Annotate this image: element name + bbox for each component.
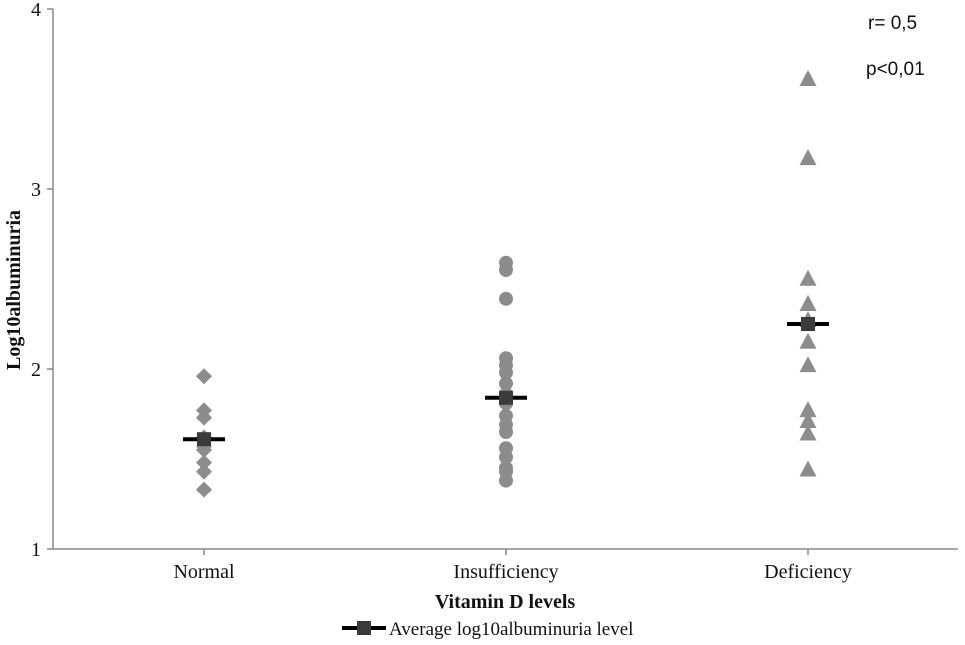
x-axis-title: Vitamin D levels bbox=[435, 591, 576, 613]
data-point-deficiency bbox=[799, 294, 817, 311]
data-point-insufficiency bbox=[499, 450, 513, 465]
data-point-insufficiency bbox=[499, 376, 513, 391]
data-point-deficiency bbox=[799, 149, 817, 166]
x-tick-label: Normal bbox=[173, 561, 235, 583]
data-point-insufficiency bbox=[499, 473, 513, 488]
data-points bbox=[196, 69, 817, 498]
data-point-deficiency bbox=[799, 332, 817, 349]
data-point-deficiency bbox=[799, 356, 817, 373]
x-tick-label: Insufficiency bbox=[453, 561, 558, 583]
legend-label: Average log10albuminuria level bbox=[389, 619, 633, 640]
data-point-normal bbox=[196, 481, 212, 498]
stat-r-annotation: r= 0,5 bbox=[868, 13, 917, 34]
y-tick-label: 2 bbox=[31, 359, 41, 381]
data-point-deficiency bbox=[799, 401, 817, 418]
data-point-normal bbox=[196, 463, 212, 480]
data-point-deficiency bbox=[799, 69, 817, 86]
data-point-insufficiency bbox=[499, 365, 513, 380]
average-marker bbox=[801, 317, 815, 331]
data-point-deficiency bbox=[799, 460, 817, 477]
data-point-deficiency bbox=[799, 411, 817, 428]
y-ticks: 1 2 3 4 bbox=[31, 0, 53, 561]
y-tick-label: 4 bbox=[31, 0, 41, 21]
data-point-normal bbox=[196, 454, 212, 471]
x-tick-label: Deficiency bbox=[764, 561, 852, 583]
data-point-normal bbox=[196, 409, 212, 426]
y-tick-label: 1 bbox=[31, 539, 41, 561]
stat-p-annotation: p<0,01 bbox=[866, 59, 925, 80]
data-point-normal bbox=[196, 368, 212, 385]
average-markers bbox=[183, 317, 829, 447]
data-point-insufficiency bbox=[499, 425, 513, 439]
data-point-deficiency bbox=[799, 269, 817, 286]
y-axis-title: Log10albuminuria bbox=[3, 210, 25, 370]
average-marker bbox=[499, 390, 513, 405]
legend-square-swatch bbox=[357, 621, 371, 635]
data-point-deficiency bbox=[799, 424, 817, 441]
average-marker bbox=[197, 432, 211, 447]
data-point-insufficiency bbox=[499, 263, 513, 277]
x-ticks: Normal Insufficiency Deficiency bbox=[173, 549, 852, 583]
legend: Average log10albuminuria level bbox=[342, 619, 633, 640]
data-point-insufficiency bbox=[499, 291, 513, 306]
y-tick-label: 3 bbox=[31, 179, 41, 201]
